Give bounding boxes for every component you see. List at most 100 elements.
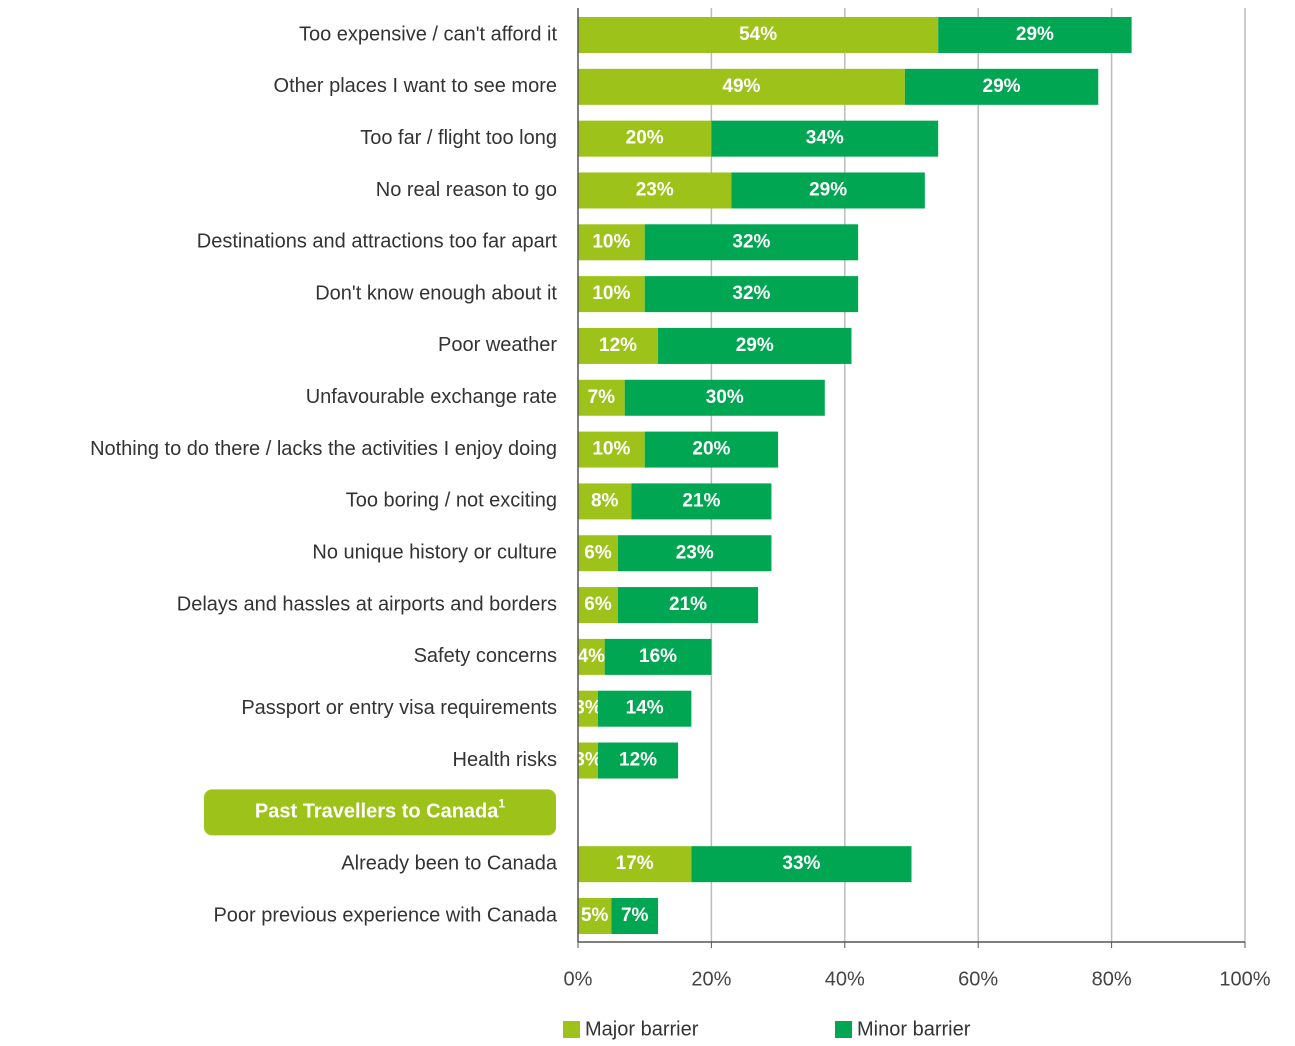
bar-segment bbox=[578, 120, 712, 157]
data-label: 33% bbox=[782, 853, 820, 874]
data-label: 4% bbox=[578, 646, 606, 667]
bar-segment bbox=[711, 120, 939, 157]
data-label: 10% bbox=[592, 231, 630, 252]
bar-segment bbox=[644, 431, 779, 468]
data-label: 34% bbox=[806, 128, 844, 149]
bar-segment bbox=[618, 535, 772, 572]
y-tick-label: Other places I want to see more bbox=[274, 75, 557, 97]
x-tick-label: 0% bbox=[564, 968, 593, 990]
bar-segment bbox=[578, 68, 905, 105]
bar-segment bbox=[611, 898, 659, 934]
section-label: Past Travellers to Canada1 bbox=[255, 797, 505, 823]
legend-label: Minor barrier bbox=[857, 1018, 971, 1040]
y-tick-label: Delays and hassles at airports and borde… bbox=[177, 593, 557, 615]
x-tick-label: 60% bbox=[958, 968, 998, 990]
data-label: 29% bbox=[1016, 24, 1054, 45]
y-tick-label: Too boring / not exciting bbox=[346, 490, 557, 512]
bar-segment bbox=[624, 379, 825, 416]
y-tick-label: Poor previous experience with Canada bbox=[213, 904, 557, 926]
data-label: 8% bbox=[591, 490, 619, 511]
bar-segment bbox=[578, 327, 659, 364]
data-label: 29% bbox=[736, 335, 774, 356]
data-label: 10% bbox=[592, 283, 630, 304]
bar-segment bbox=[578, 690, 599, 727]
data-label: 17% bbox=[616, 853, 654, 874]
bar-segment bbox=[578, 587, 619, 624]
data-label: 30% bbox=[706, 387, 744, 408]
data-label: 10% bbox=[592, 439, 630, 460]
data-label: 5% bbox=[581, 905, 609, 926]
bar-segment bbox=[904, 68, 1099, 105]
bar-segment bbox=[578, 224, 645, 261]
data-label: 54% bbox=[739, 24, 777, 45]
y-tick-label: Safety concerns bbox=[414, 645, 557, 667]
bar-segment bbox=[938, 17, 1132, 53]
bar-segment bbox=[578, 898, 612, 934]
bar-segment bbox=[578, 276, 645, 313]
y-tick-label: Health risks bbox=[453, 749, 557, 771]
data-label: 7% bbox=[588, 387, 616, 408]
y-tick-label: Poor weather bbox=[438, 334, 557, 356]
data-label: 7% bbox=[621, 905, 649, 926]
section-note: 1 bbox=[498, 797, 505, 811]
data-label: 32% bbox=[732, 231, 770, 252]
data-label: 3% bbox=[574, 750, 602, 771]
data-label: 6% bbox=[584, 594, 612, 615]
bar-segment bbox=[644, 224, 859, 261]
data-label: 49% bbox=[722, 76, 760, 97]
y-tick-label: No unique history or culture bbox=[312, 542, 557, 564]
data-label: 6% bbox=[584, 542, 612, 563]
bar-segment bbox=[578, 379, 625, 416]
data-label: 12% bbox=[599, 335, 637, 356]
data-label: 23% bbox=[636, 179, 674, 200]
bar-segment bbox=[691, 846, 912, 883]
bar-segment bbox=[578, 638, 605, 675]
data-label: 23% bbox=[676, 542, 714, 563]
bar-segment bbox=[578, 172, 732, 209]
bar-segment bbox=[598, 742, 679, 779]
legend-swatch bbox=[835, 1021, 852, 1038]
data-label: 12% bbox=[619, 750, 657, 771]
x-tick-label: 20% bbox=[691, 968, 731, 990]
data-label: 20% bbox=[692, 439, 730, 460]
bar-segment bbox=[578, 431, 645, 468]
bar-segment bbox=[644, 276, 859, 313]
y-tick-label: Nothing to do there / lacks the activiti… bbox=[90, 438, 557, 460]
bar-segment bbox=[598, 690, 692, 727]
bar-segment bbox=[658, 327, 852, 364]
y-tick-label: Destinations and attractions too far apa… bbox=[197, 231, 558, 253]
section-box bbox=[204, 789, 556, 836]
y-tick-label: Passport or entry visa requirements bbox=[241, 697, 557, 719]
bar-segment bbox=[578, 742, 599, 779]
data-label: 20% bbox=[626, 128, 664, 149]
data-label: 21% bbox=[669, 594, 707, 615]
y-tick-label: No real reason to go bbox=[376, 179, 557, 201]
x-tick-label: 40% bbox=[825, 968, 865, 990]
bar-segment bbox=[731, 172, 925, 209]
data-label: 21% bbox=[682, 490, 720, 511]
y-tick-label: Too expensive / can't afford it bbox=[299, 23, 557, 45]
y-tick-label: Too far / flight too long bbox=[360, 127, 557, 149]
data-label: 32% bbox=[732, 283, 770, 304]
x-tick-label: 100% bbox=[1219, 968, 1270, 990]
legend-label: Major barrier bbox=[585, 1018, 699, 1040]
bar-segment bbox=[578, 535, 619, 572]
y-tick-label: Unfavourable exchange rate bbox=[306, 386, 557, 408]
data-label: 29% bbox=[809, 179, 847, 200]
bar-segment bbox=[578, 846, 692, 883]
bar-segment bbox=[604, 638, 712, 675]
data-label: 16% bbox=[639, 646, 677, 667]
bar-segment bbox=[578, 483, 632, 520]
bar-segment bbox=[578, 17, 939, 53]
bar-segment bbox=[631, 483, 772, 520]
data-label: 3% bbox=[574, 698, 602, 719]
x-tick-label: 80% bbox=[1092, 968, 1132, 990]
data-label: 14% bbox=[626, 698, 664, 719]
y-tick-label: Don't know enough about it bbox=[315, 282, 557, 304]
bar-segment bbox=[618, 587, 759, 624]
data-label: 29% bbox=[983, 76, 1021, 97]
section-text: Past Travellers to Canada bbox=[255, 801, 499, 823]
legend-swatch bbox=[563, 1021, 580, 1038]
y-tick-label: Already been to Canada bbox=[341, 852, 558, 874]
